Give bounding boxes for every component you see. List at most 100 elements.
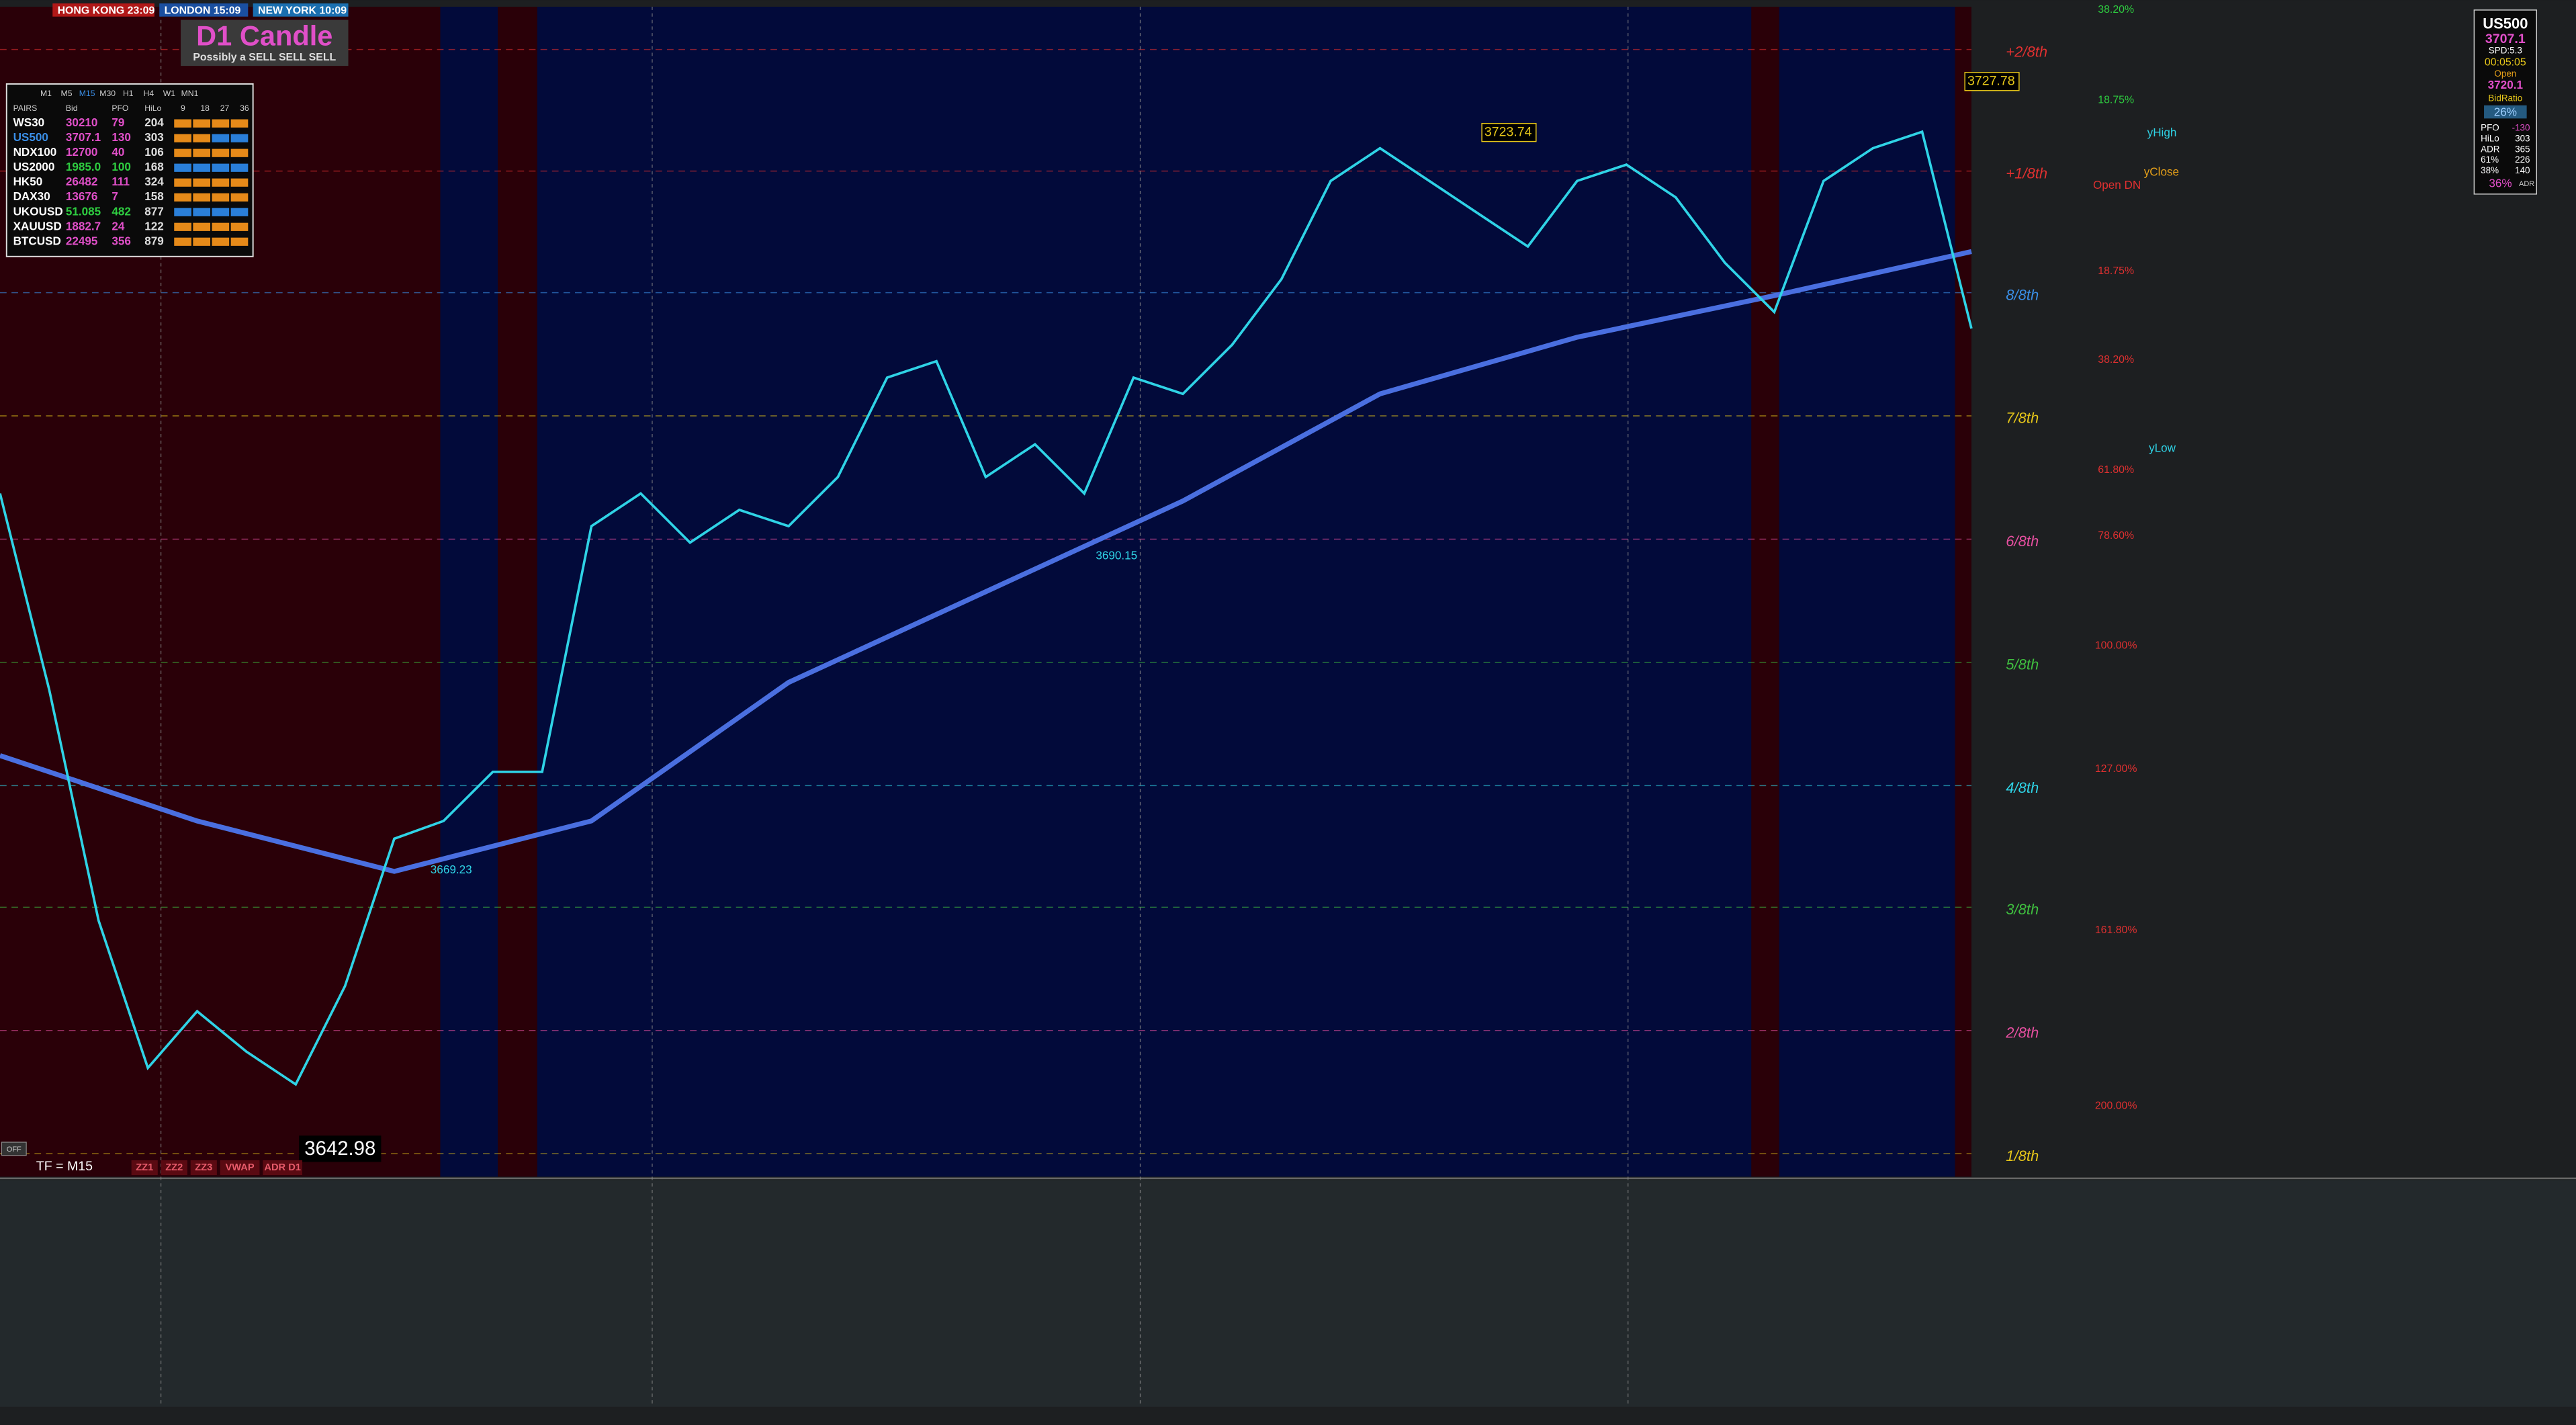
toolbar-button[interactable]	[161, 1160, 187, 1175]
toolbar-button[interactable]	[263, 1160, 303, 1175]
strength-cell	[212, 222, 230, 231]
strength-cell	[174, 119, 191, 128]
strength-cell	[193, 193, 211, 202]
adr-percent: 36%	[2489, 177, 2512, 190]
watch-cell: 122	[144, 220, 164, 232]
symbol: US500	[2483, 15, 2528, 32]
watch-cell: 3707.1	[66, 131, 101, 144]
open-label: Open	[2494, 69, 2516, 79]
watch-cell: US500	[13, 131, 48, 144]
strength-cell	[230, 178, 249, 187]
off-button[interactable]	[1, 1141, 27, 1156]
toolbar-button[interactable]	[190, 1160, 217, 1175]
spread: SPD:5.3	[2489, 46, 2522, 56]
off-label: OFF	[7, 1146, 21, 1154]
strength-cell	[230, 134, 249, 142]
toolbar-button-label: VWAP	[225, 1162, 254, 1173]
level-label: 7/8th	[2006, 410, 2039, 427]
banner	[181, 19, 349, 67]
fib-label: 78.60%	[2098, 530, 2134, 542]
strength-cell	[174, 208, 191, 216]
watch-cell: 100	[112, 161, 131, 173]
timeframe-tab[interactable]: H4	[144, 89, 154, 98]
level-label: 8/8th	[2006, 286, 2039, 303]
strength-cell	[174, 237, 191, 246]
close-line	[0, 130, 1973, 1086]
timeframe-tab[interactable]: MN1	[181, 89, 199, 98]
strength-cell	[174, 163, 191, 172]
strength-cell	[212, 208, 230, 216]
watch-cell: HK50	[13, 175, 43, 188]
level-label: 3/8th	[2006, 901, 2039, 918]
ratio-label: BidRatio	[2488, 93, 2522, 103]
symbol-panel	[2473, 9, 2538, 195]
fib-label: 61.80%	[2098, 464, 2134, 476]
strength-cell	[174, 193, 191, 202]
toolbar-button-label: ZZ2	[165, 1162, 183, 1173]
column-header: PAIRS	[13, 103, 38, 113]
fib-label: 38.20%	[2098, 4, 2134, 15]
watch-cell: 22495	[66, 234, 98, 247]
level-label: +2/8th	[2006, 43, 2047, 60]
strength-cell	[212, 119, 230, 128]
watch-cell: 204	[144, 116, 164, 129]
session-label: HONG KONG 23:09	[58, 5, 155, 16]
timeframe-tab[interactable]: M30	[99, 89, 116, 98]
watch-cell: 12700	[66, 146, 98, 159]
timeframe-tab[interactable]: M1	[40, 89, 52, 98]
stat-label: 38%	[2481, 165, 2499, 175]
fib-label: 200.00%	[2095, 1100, 2137, 1111]
price-tag	[1964, 72, 2020, 91]
strength-cell	[174, 178, 191, 187]
price-label: 3690.15	[1096, 550, 1137, 562]
session-tag	[253, 3, 349, 17]
watch-cell: 303	[144, 131, 164, 144]
watch-cell: 7	[112, 190, 118, 203]
open-price: 3720.1	[2488, 79, 2524, 91]
price-label: 3669.23	[431, 863, 472, 876]
session-label: LONDON 15:09	[165, 5, 241, 16]
watch-cell: 1985.0	[66, 161, 101, 173]
toolbar-button[interactable]	[220, 1160, 260, 1175]
fib-label: 161.80%	[2095, 924, 2137, 936]
strength-cell	[212, 148, 230, 157]
stat-label: 61%	[2481, 155, 2499, 165]
session-band	[498, 7, 537, 1177]
timeframe-tab[interactable]: W1	[163, 89, 176, 98]
toolbar-button[interactable]	[131, 1160, 158, 1175]
fib-label: 18.75%	[2098, 95, 2134, 106]
session-tag	[52, 3, 154, 17]
column-header: HiLo	[144, 103, 161, 113]
stat-label: ADR	[2481, 144, 2500, 154]
stat-value: 365	[2515, 144, 2530, 154]
watch-cell: NDX100	[13, 146, 57, 159]
strength-cell	[230, 193, 249, 202]
column-header: 36	[240, 103, 249, 113]
strength-cell	[193, 148, 211, 157]
watch-cell: UKOUSD	[13, 205, 63, 218]
session-band	[1751, 7, 1779, 1177]
watch-cell: 158	[144, 190, 164, 203]
ratio: 26%	[2494, 105, 2517, 118]
timeframe-tab[interactable]: H1	[123, 89, 134, 98]
watch-cell: 1882.7	[66, 220, 101, 232]
level-label: 6/8th	[2006, 533, 2039, 550]
watch-cell: 168	[144, 161, 164, 173]
watch-cell: US2000	[13, 161, 55, 173]
watch-cell: 356	[112, 234, 131, 247]
strength-cell	[212, 163, 230, 172]
timeframe-tab[interactable]: M5	[61, 89, 73, 98]
watch-cell: 111	[112, 175, 130, 188]
stat-value: 226	[2515, 155, 2530, 165]
strength-cell	[193, 178, 211, 187]
level-label: +1/8th	[2006, 165, 2047, 181]
fib-label: 127.00%	[2095, 763, 2137, 775]
strength-cell	[230, 222, 249, 231]
stat-label: PFO	[2481, 123, 2499, 133]
timeframe-tab[interactable]: M15	[79, 89, 95, 98]
strength-cell	[230, 208, 249, 216]
watch-cell: XAUUSD	[13, 220, 62, 232]
strength-cell	[193, 134, 211, 142]
watch-cell: 106	[144, 146, 164, 159]
watch-cell: 79	[112, 116, 124, 129]
